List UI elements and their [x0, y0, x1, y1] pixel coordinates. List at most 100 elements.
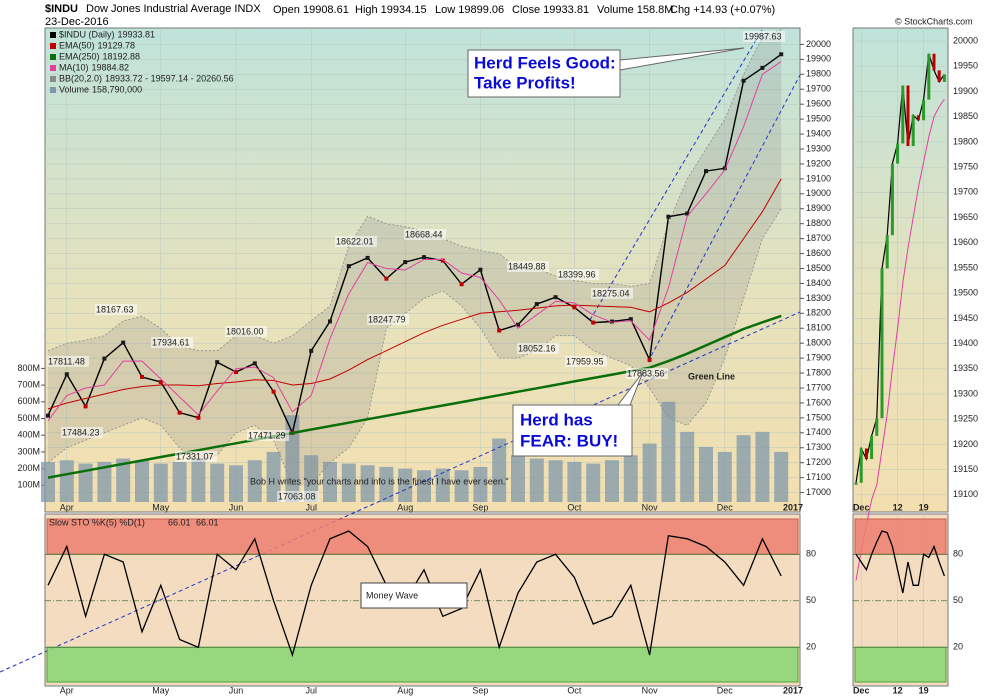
price-label-bg	[151, 337, 193, 348]
legend-name: BB(20,2.0)	[59, 73, 102, 83]
inset-marker	[880, 268, 884, 419]
close-marker	[685, 211, 690, 216]
price-label: 18668.44	[405, 229, 443, 239]
y-tick-label: 19700	[806, 84, 831, 94]
y-tick-label: 20000	[806, 39, 831, 49]
volume-bar	[417, 470, 431, 502]
close-marker	[403, 260, 408, 265]
y-tick-label: 19900	[953, 86, 978, 96]
volume-bar	[454, 470, 469, 502]
price-label-bg	[591, 288, 633, 299]
price-label: 18449.88	[508, 261, 546, 271]
price-label-bg	[743, 31, 785, 42]
y-tick-label: 19450	[953, 313, 978, 323]
volume-bar	[398, 468, 413, 502]
inset-marker	[937, 70, 941, 82]
volume-bar	[153, 463, 168, 502]
y-tick-label: 19150	[953, 464, 978, 474]
close-marker	[365, 255, 370, 260]
x-tick-label: Sep	[472, 502, 488, 512]
price-label-bg	[626, 368, 668, 379]
inset-marker	[922, 99, 926, 121]
y-tick-label: 19300	[953, 388, 978, 398]
close-marker	[440, 258, 445, 263]
trend-line	[647, 74, 801, 363]
volume-bar	[736, 435, 751, 502]
x-tick-label: Dec	[717, 685, 734, 695]
x-tick-label: 12	[893, 685, 903, 695]
x-tick-label: Jul	[305, 685, 317, 695]
date: 23-Dec-2016	[45, 16, 109, 28]
stoch-title: Slow STO %K(5) %D(1)	[49, 517, 145, 527]
quote-item: Chg +14.93 (+0.07%)	[670, 4, 775, 16]
close-marker	[46, 413, 50, 418]
y-tick-label: 19400	[953, 338, 978, 348]
price-label: 18275.04	[592, 288, 630, 298]
volume-bar	[435, 468, 450, 502]
bb-line	[47, 208, 782, 486]
price-label: 18052.16	[518, 343, 556, 353]
volume-bar	[548, 460, 563, 502]
close-marker	[121, 340, 126, 345]
y-tick-label: 19550	[953, 262, 978, 272]
y-tick-label: 17900	[806, 353, 831, 363]
price-label: 17484.23	[62, 427, 100, 437]
x-tick-label: May	[152, 685, 170, 695]
close-marker	[591, 320, 596, 325]
inset-marker	[932, 53, 936, 71]
legend-name: $INDU (Daily)	[59, 29, 115, 39]
callout-box	[467, 49, 621, 98]
inset-marker	[896, 143, 900, 164]
y-tick-label: 17200	[806, 457, 831, 467]
x-tick-label: Jun	[229, 502, 244, 512]
legend-swatch	[50, 54, 56, 60]
money-wave-box	[360, 582, 468, 609]
x-end-label: 2017	[783, 502, 803, 512]
x-tick-label: Apr	[60, 685, 74, 695]
close-marker	[553, 295, 558, 300]
overbought-zone	[46, 518, 799, 555]
close-marker	[610, 319, 614, 324]
y-tick-label: 20	[806, 642, 816, 652]
y-tick-label: 19200	[953, 439, 978, 449]
y-tick-label: 18100	[806, 323, 831, 333]
x-tick-label: 12	[893, 502, 903, 512]
volume-bar	[135, 460, 149, 502]
close-marker	[478, 267, 483, 272]
legend-swatch	[50, 65, 56, 71]
price-label: 18622.01	[336, 236, 374, 246]
y-tick-label: 19000	[806, 188, 831, 198]
volume-bar	[229, 465, 243, 502]
y-tick-label: 19950	[953, 61, 978, 71]
series-line	[47, 61, 782, 422]
x-tick-label: Dec	[853, 502, 870, 512]
y-tick-label: 17300	[806, 442, 831, 452]
callout-text: Take Profits!	[474, 73, 576, 92]
x-tick-label: Dec	[853, 685, 870, 695]
legend-swatch	[50, 43, 56, 49]
close-marker	[158, 380, 163, 385]
y-tick-label: 18300	[806, 293, 831, 303]
close-marker	[422, 255, 426, 260]
volume-bar	[360, 465, 375, 502]
volume-bar	[717, 451, 732, 502]
volume-bar	[642, 443, 657, 502]
quote-item: Volume 158.8M	[597, 4, 673, 16]
volume-bar	[529, 458, 544, 502]
price-label-bg	[47, 356, 89, 367]
volume-bar	[247, 460, 262, 502]
volume-bar	[41, 461, 55, 502]
green-line-label: Green Line	[688, 371, 735, 381]
y-tick-label: 19800	[953, 136, 978, 146]
callout-text: Herd has	[520, 410, 593, 429]
y-tick-label: 18700	[806, 233, 831, 243]
volume-bar	[59, 460, 74, 502]
inset-line	[855, 98, 945, 581]
legend-value: 18933.72 - 19597.14 - 20260.56	[105, 73, 234, 83]
volume-bar	[661, 401, 676, 502]
price-label-bg	[95, 304, 137, 315]
inset-marker	[870, 435, 874, 460]
close-marker	[572, 305, 577, 310]
close-marker	[666, 214, 671, 219]
callout-text: FEAR: BUY!	[520, 431, 618, 450]
